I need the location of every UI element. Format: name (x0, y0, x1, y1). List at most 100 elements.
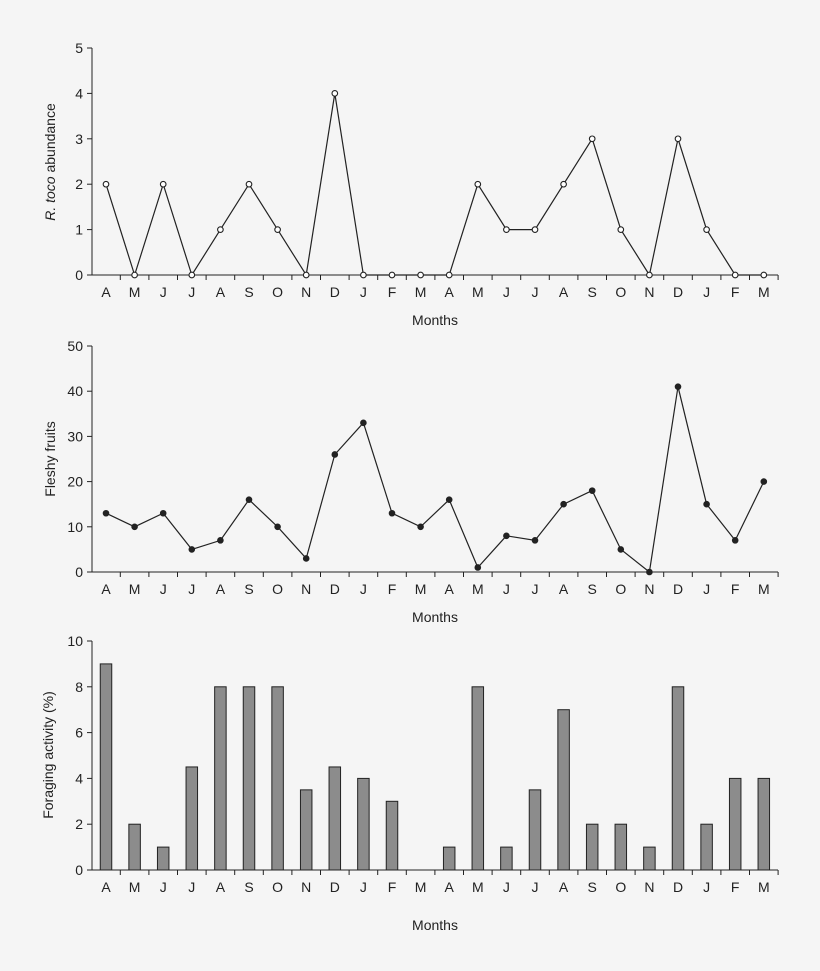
x-tick-label: D (330, 284, 340, 300)
x-tick-label: N (644, 284, 654, 300)
bar (185, 766, 199, 871)
x-tick-label: N (644, 581, 654, 597)
bar (500, 846, 513, 871)
data-point (731, 537, 739, 544)
bar (328, 766, 342, 871)
x-tick-label: J (503, 879, 510, 895)
data-point (417, 271, 424, 279)
x-tick-label: A (559, 284, 569, 300)
data-point (102, 509, 110, 517)
data-point (445, 496, 453, 503)
data-point (474, 180, 482, 188)
data-point (274, 523, 281, 531)
x-tick-label: M (415, 581, 427, 597)
x-tick-label: J (503, 284, 510, 300)
bar (585, 823, 599, 871)
data-point (760, 478, 768, 485)
x-tick-label: A (559, 879, 569, 895)
data-point (417, 523, 424, 531)
bar (643, 846, 656, 871)
y-tick-label: 0 (75, 862, 83, 878)
x-tick-label: D (330, 581, 340, 597)
x-tick-label: A (216, 879, 226, 895)
x-tick-label: J (703, 879, 710, 895)
x-tick-label: S (588, 581, 597, 597)
x-tick-label: O (615, 879, 626, 895)
x-tick-label: A (445, 284, 455, 300)
data-point (217, 537, 224, 544)
y-tick-label: 30 (67, 428, 83, 444)
y-tick-label: 6 (75, 725, 83, 741)
x-tick-label: J (360, 284, 367, 300)
x-tick-label: F (731, 284, 740, 300)
data-point (159, 180, 167, 188)
x-tick-label: J (360, 879, 367, 895)
data-point (531, 537, 539, 544)
x-tick-label: S (588, 284, 597, 300)
x-tick-label: M (758, 879, 770, 895)
data-point (474, 564, 482, 571)
data-point (245, 496, 253, 503)
y-tick-label: 8 (75, 679, 83, 695)
data-point (102, 180, 110, 188)
x-tick-label: J (188, 879, 195, 895)
bar (214, 686, 227, 871)
x-tick-label: N (301, 581, 311, 597)
x-tick-label: M (758, 581, 770, 597)
y-tick-label: 4 (75, 770, 83, 786)
bar (357, 777, 370, 871)
data-point (588, 487, 596, 494)
data-point (360, 419, 367, 427)
x-tick-label: A (101, 284, 111, 300)
x-tick-label: A (216, 284, 226, 300)
x-tick-label: A (101, 581, 111, 597)
x-tick-label: J (703, 581, 710, 597)
x-tick-label: M (129, 879, 141, 895)
y-tick-label: 50 (67, 338, 83, 354)
y-tick-label: 3 (75, 131, 83, 147)
x-tick-label: J (532, 879, 539, 895)
data-point (703, 500, 710, 508)
data-point (588, 135, 596, 143)
x-tick-label: S (244, 879, 253, 895)
x-tick-label: M (415, 284, 427, 300)
data-point (331, 451, 339, 458)
bar (614, 823, 628, 871)
x-tick-label: O (272, 284, 283, 300)
series-line (105, 386, 765, 574)
bar (99, 663, 113, 871)
y-tick-label: 4 (75, 85, 83, 101)
y-tick-label: 0 (75, 564, 83, 580)
x-tick-label: M (472, 284, 484, 300)
bar (128, 823, 141, 871)
x-tick-label: M (129, 581, 141, 597)
x-axis-title: Months (412, 609, 458, 625)
data-point (302, 555, 310, 562)
bar (156, 846, 170, 871)
data-point (617, 546, 625, 553)
x-tick-label: D (673, 581, 683, 597)
y-tick-label: 10 (67, 519, 83, 535)
data-point (503, 532, 510, 540)
bar (242, 686, 256, 871)
data-point (703, 226, 710, 233)
y-tick-label: 10 (67, 633, 83, 649)
x-tick-label: J (188, 284, 195, 300)
bar (442, 846, 456, 871)
x-tick-label: D (673, 879, 683, 895)
x-tick-label: D (330, 879, 340, 895)
y-axis-title: Foraging activity (%) (40, 691, 56, 819)
data-point (646, 271, 653, 279)
x-tick-label: A (101, 879, 111, 895)
data-point (245, 180, 253, 188)
data-point (274, 226, 281, 233)
fleshy-fruits-panel: 0 10 20 30 40 50 A M J J A S O N D J F M A M J J A S O N D J F M Month… (42, 338, 779, 625)
data-point (445, 271, 453, 279)
data-point (760, 271, 768, 279)
y-tick-label: 20 (67, 474, 83, 490)
x-tick-label: A (559, 581, 569, 597)
bar (271, 686, 284, 871)
data-point (560, 500, 567, 508)
bar (757, 777, 771, 871)
